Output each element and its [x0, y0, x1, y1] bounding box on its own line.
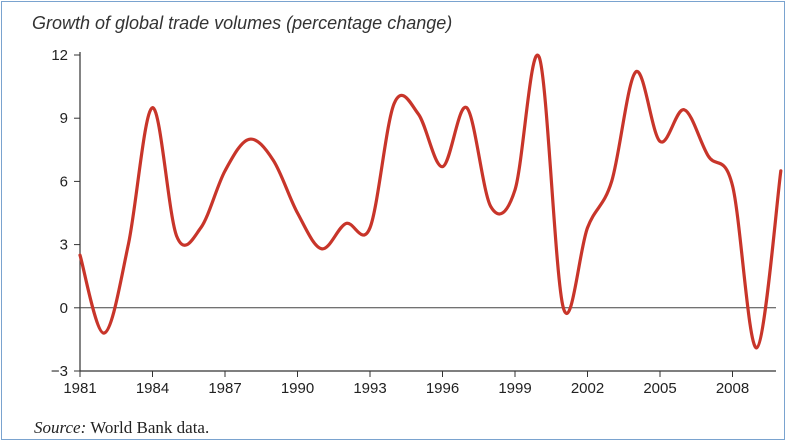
data-point [538, 56, 541, 59]
y-tick-label: 6 [60, 173, 68, 190]
data-point [199, 226, 202, 229]
data-point [441, 165, 444, 168]
x-tick-label: 1984 [136, 380, 169, 397]
x-tick-label: 1990 [281, 380, 314, 397]
data-point [248, 138, 251, 141]
data-point [369, 226, 372, 229]
data-point [586, 226, 589, 229]
y-tick-label: 9 [60, 110, 68, 127]
data-point [175, 235, 178, 238]
x-tick-label: 1987 [208, 380, 241, 397]
data-point [659, 140, 662, 143]
data-point [79, 254, 82, 257]
data-point [731, 184, 734, 187]
data-point [103, 332, 106, 335]
data-point [489, 205, 492, 208]
data-point [127, 243, 130, 246]
source-label: Source: [34, 418, 87, 437]
x-tick-label: 1996 [426, 380, 459, 397]
source-text: World Bank data. [86, 418, 210, 437]
chart-title: Growth of global trade volumes (percenta… [32, 13, 453, 33]
data-point [755, 346, 758, 349]
data-point [417, 113, 420, 116]
data-point [779, 169, 782, 172]
data-point [224, 169, 227, 172]
source-note: Source: World Bank data. [34, 418, 209, 438]
data-point [707, 155, 710, 158]
data-point [683, 108, 686, 111]
x-tick-label: 2005 [643, 380, 676, 397]
data-point [344, 222, 347, 225]
data-point [634, 70, 637, 73]
x-tick-label: 2008 [716, 380, 749, 397]
y-tick-label: 12 [51, 47, 68, 64]
data-point [465, 106, 468, 109]
y-tick-label: 0 [60, 300, 68, 317]
data-point [272, 159, 275, 162]
data-point [514, 188, 517, 191]
data-point [610, 180, 613, 183]
x-tick-label: 1999 [498, 380, 531, 397]
trade-growth-line [78, 53, 783, 350]
y-tick-label: 3 [60, 237, 68, 254]
data-point [296, 212, 299, 215]
data-point [151, 106, 154, 109]
x-tick-label: 1981 [63, 380, 96, 397]
data-point [393, 102, 396, 105]
data-point [562, 306, 565, 309]
x-tick-label: 2002 [571, 380, 604, 397]
y-tick-label: −3 [51, 363, 68, 380]
data-point [320, 247, 323, 250]
x-tick-label: 1993 [353, 380, 386, 397]
